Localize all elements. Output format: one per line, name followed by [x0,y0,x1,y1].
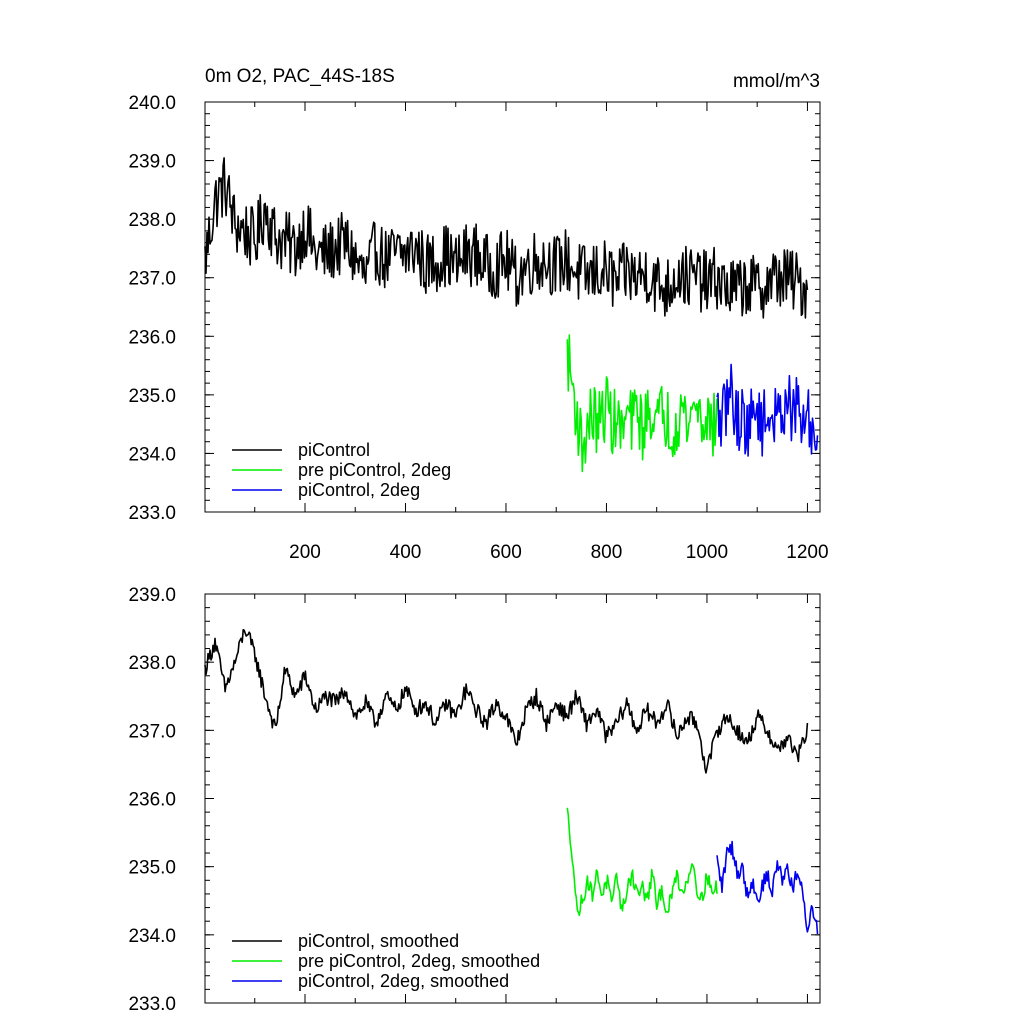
y-tick-label: 236.0 [128,327,176,348]
chart-title: 0m O2, PAC_44S-18S [205,66,395,87]
y-tick-label: 233.0 [128,503,176,524]
legend-label: piControl, smoothed [298,931,459,951]
series-line-1 [204,157,809,319]
series-line-2 [566,807,718,917]
panel-1: 240.0 239.0 238.0 237.0 236.0 235.0 234.0 233.0… [128,66,828,563]
panel-2: 239.0 238.0 237.0 236.0 235.0 234.0 233.0 piCon… [128,585,821,1015]
y-tick-label: 238.0 [128,210,176,231]
y-tick-label: 237.0 [128,269,176,290]
y-tick-label: 238.0 [128,653,176,674]
x-tick-label: 200 [289,542,321,563]
y-tick-label: 234.0 [128,926,176,947]
legend-label: piControl, 2deg, smoothed [298,971,509,991]
plot-frame [204,101,821,513]
y-tick-label: 237.0 [128,721,176,742]
y-tick-label: 235.0 [128,386,176,407]
y-tick-label: 235.0 [128,858,176,879]
x-tick-label: 1200 [786,542,828,563]
series-line-3 [716,363,819,457]
y-tick-label: 236.0 [128,790,176,811]
x-tick-label: 800 [591,542,623,563]
y-tick-label: 239.0 [128,585,176,606]
series-line-3 [716,840,819,935]
series-line-1 [204,628,809,774]
y-tick-label: 240.0 [128,93,176,114]
legend-label: pre piControl, 2deg [298,460,451,480]
y-tick-label: 234.0 [128,444,176,465]
legend-label: piControl, 2deg [298,480,420,500]
y-tick-label: 239.0 [128,152,176,173]
y-tick-label: 233.0 [128,994,176,1015]
legend-label: pre piControl, 2deg, smoothed [298,951,540,971]
x-tick-label: 1000 [686,542,728,563]
x-tick-label: 400 [390,542,422,563]
legend-label: piControl [298,440,370,460]
units-label: mmol/m^3 [733,71,820,92]
series-line-2 [566,334,718,473]
x-tick-label: 600 [490,542,522,563]
